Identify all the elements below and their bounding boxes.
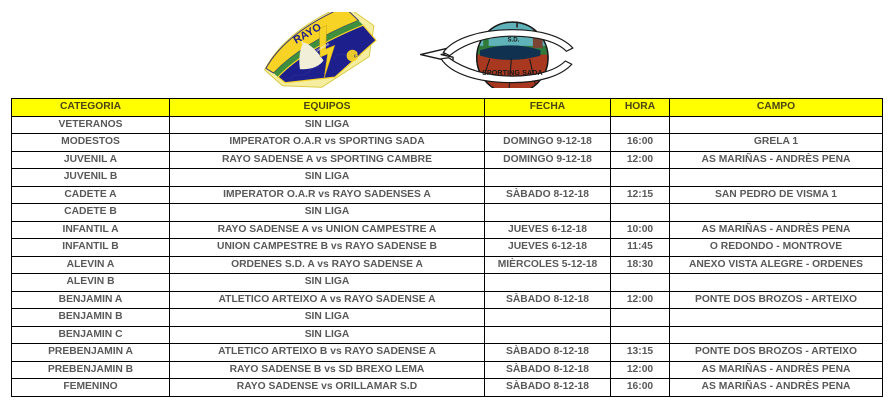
svg-text:SPORTING SADA: SPORTING SADA <box>482 69 543 77</box>
svg-text:S.D.: S.D. <box>508 38 520 44</box>
